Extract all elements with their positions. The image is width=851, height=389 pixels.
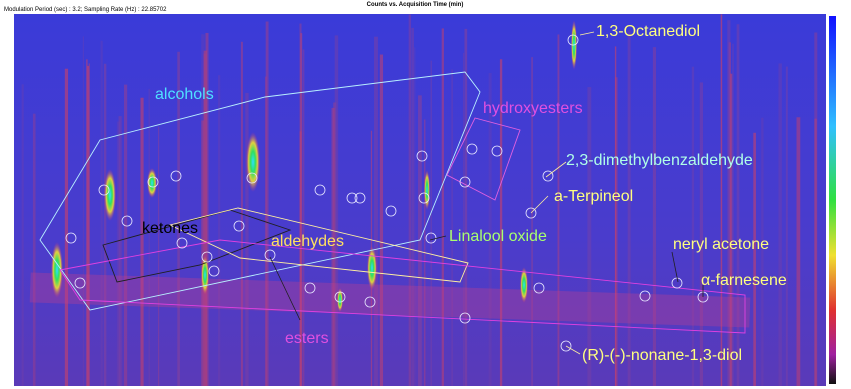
streak	[753, 133, 756, 386]
group-label: aldehydes	[271, 233, 344, 250]
streak	[464, 29, 467, 386]
streak	[692, 67, 694, 386]
streak	[737, 24, 740, 386]
streak	[140, 98, 143, 386]
group-label: esters	[285, 330, 329, 347]
streak	[700, 82, 703, 386]
compound-label: 2,3-dimethylbenzaldehyde	[566, 152, 753, 169]
group-label: alcohols	[155, 86, 214, 103]
compound-label: neryl acetone	[673, 236, 769, 253]
streak	[587, 87, 591, 386]
streak	[65, 69, 68, 386]
color-bar	[829, 16, 836, 384]
streak	[414, 48, 415, 386]
streak	[87, 66, 89, 386]
compound-label: Linalool oxide	[449, 228, 547, 245]
subtitle: Modulation Period (sec) : 3.2; Sampling …	[4, 7, 167, 13]
streak	[727, 20, 730, 386]
streak	[83, 36, 84, 386]
streak	[300, 131, 302, 386]
chromatogram: Counts vs. Acquisition Time (min) Modula…	[0, 0, 851, 389]
group-label: ketones	[142, 220, 198, 237]
streak	[119, 116, 122, 386]
compound-label: α-farnesene	[701, 272, 787, 289]
streak	[814, 32, 817, 386]
streak	[374, 37, 378, 386]
streak	[615, 77, 618, 386]
compound-label: a-Terpineol	[554, 188, 633, 205]
streak	[104, 64, 106, 386]
group-label: hydroxyesters	[483, 100, 583, 117]
streak	[721, 14, 723, 386]
streak	[245, 93, 248, 386]
streak	[22, 84, 24, 386]
streak	[124, 85, 127, 386]
compound-label: 1,3-Octanediol	[596, 23, 700, 40]
streak	[558, 34, 560, 386]
streak	[786, 67, 788, 386]
streak	[442, 28, 444, 386]
streak	[778, 63, 781, 386]
compound-label: (R)-(-)-nonane-1,3-diol	[582, 347, 742, 364]
streak	[158, 127, 159, 386]
streak	[411, 28, 414, 386]
streak	[409, 14, 411, 386]
streak	[101, 41, 103, 386]
streak	[628, 30, 631, 386]
streak	[380, 55, 383, 386]
streak	[463, 53, 464, 386]
streak	[732, 44, 734, 386]
streak	[796, 117, 800, 386]
streak	[33, 114, 36, 386]
streak	[431, 61, 432, 386]
title: Counts vs. Acquisition Time (min)	[367, 2, 464, 8]
streak	[266, 22, 269, 386]
streak	[653, 47, 656, 386]
streak	[218, 75, 220, 386]
streak	[149, 89, 150, 386]
